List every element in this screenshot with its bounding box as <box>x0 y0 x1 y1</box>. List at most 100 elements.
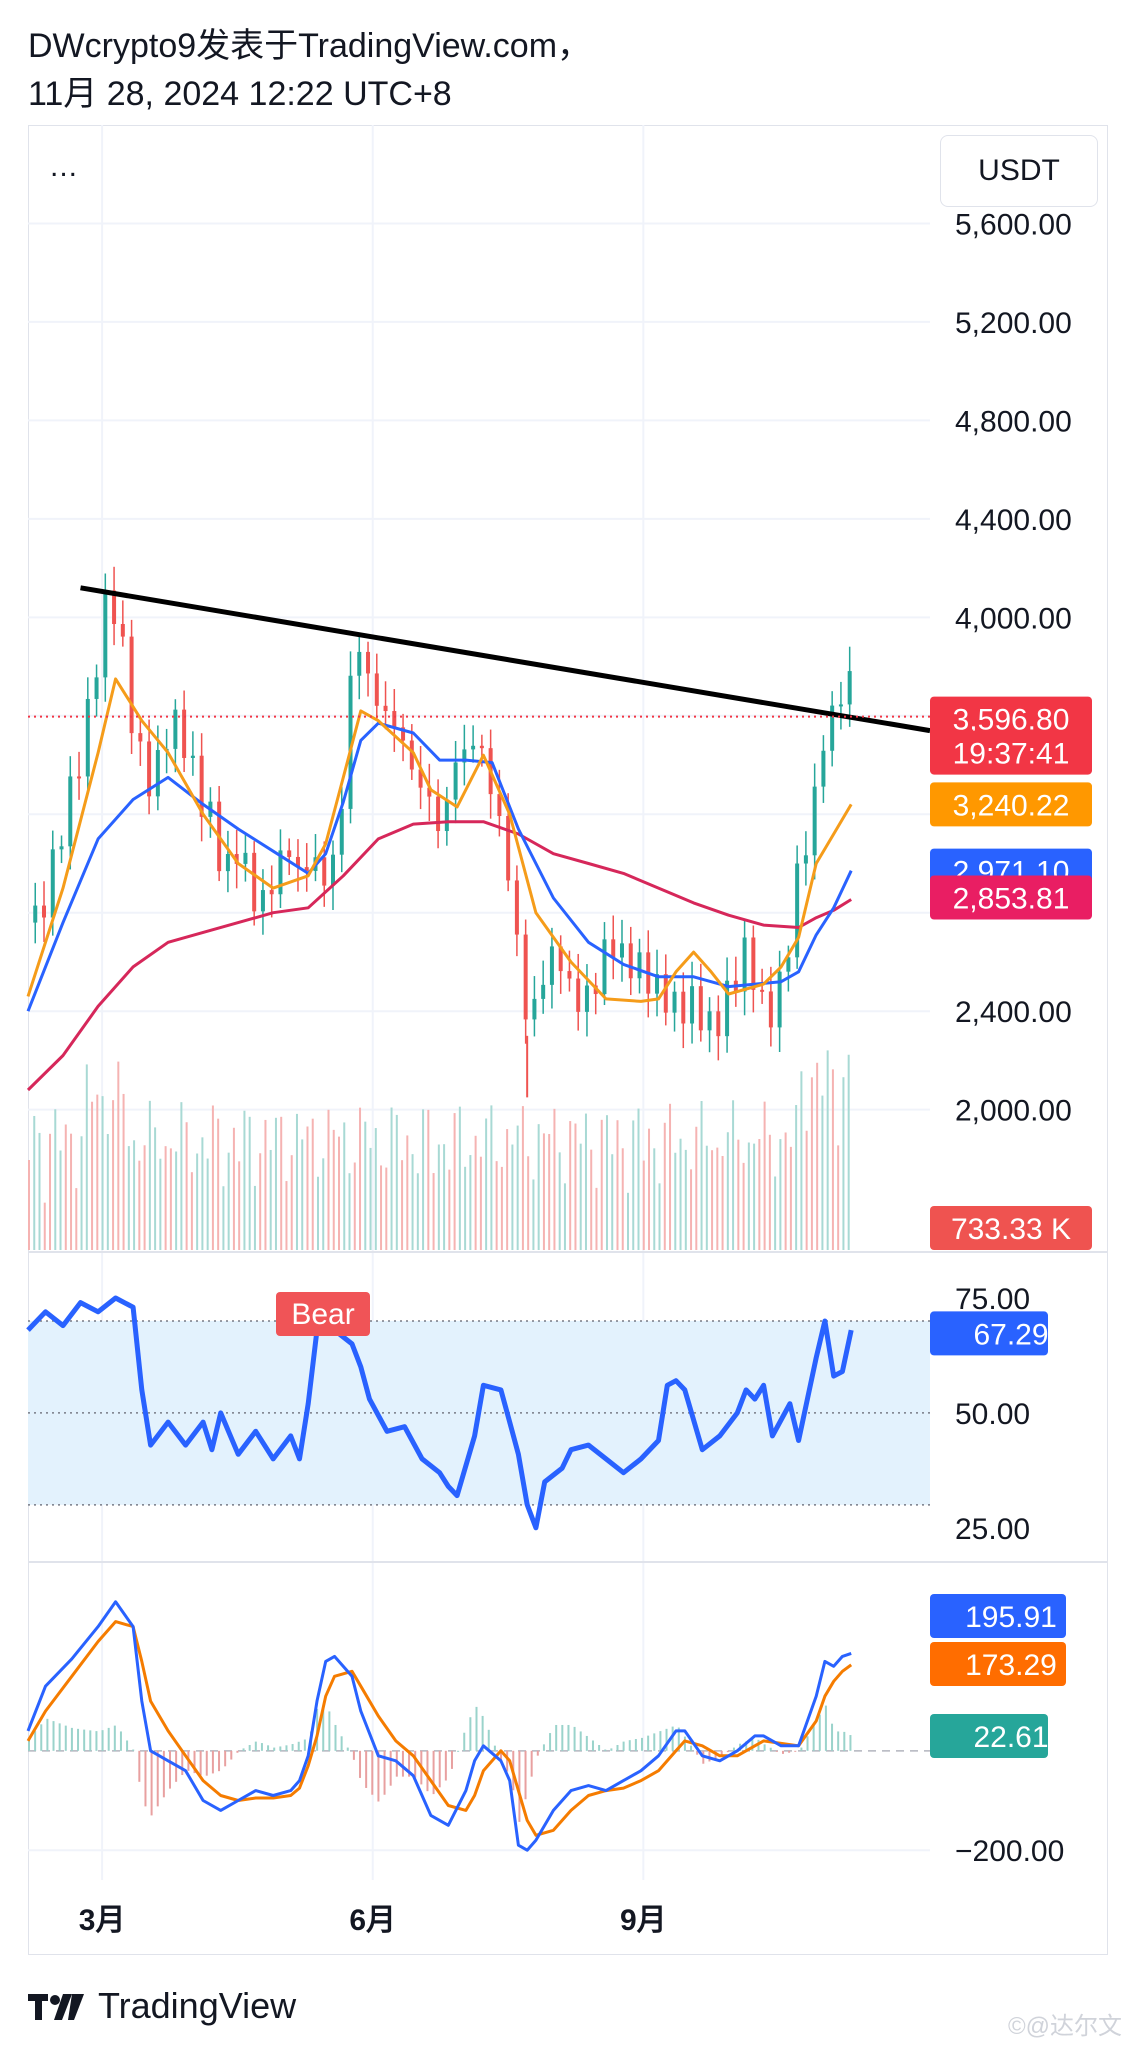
volume-bar <box>80 1136 83 1250</box>
volume-bar <box>196 1153 199 1250</box>
macd-histogram-bar <box>671 1726 674 1751</box>
macd-histogram-bar <box>500 1750 503 1762</box>
macd-histogram-bar <box>800 1747 803 1751</box>
macd-histogram-bar <box>720 1750 723 1757</box>
macd-histogram-bar <box>438 1750 441 1788</box>
volume-bar <box>774 1176 777 1250</box>
macd-histogram-bar <box>273 1747 276 1751</box>
macd-histogram-bar <box>46 1718 49 1751</box>
macd-histogram-bar <box>818 1714 821 1751</box>
volume-bar <box>632 1120 635 1250</box>
macd-histogram-bar <box>383 1750 386 1795</box>
macd-histogram-bar <box>77 1728 80 1751</box>
macd-histogram-bar <box>132 1749 135 1751</box>
volume-bar <box>364 1121 367 1250</box>
volume-bar <box>637 1108 640 1250</box>
macd-histogram-bar <box>524 1750 527 1800</box>
volume-bar <box>390 1107 393 1250</box>
candle-body <box>716 1011 721 1037</box>
macd-histogram-bar <box>291 1744 294 1751</box>
candle-body <box>803 855 808 864</box>
macd-histogram-bar <box>475 1706 478 1751</box>
macd-histogram-bar <box>359 1750 362 1778</box>
volume-bar <box>616 1120 619 1250</box>
volume-bar <box>469 1155 472 1250</box>
candle-body <box>112 590 117 625</box>
volume-bar <box>117 1061 120 1250</box>
macd-histogram-bar <box>242 1748 245 1751</box>
volume-bar <box>175 1151 178 1250</box>
candle-body <box>331 854 336 886</box>
volume-bar <box>690 1169 693 1250</box>
macd-histogram-bar <box>469 1717 472 1751</box>
volume-bar <box>506 1129 509 1250</box>
volume-bar <box>406 1135 409 1250</box>
volume-bar <box>295 1113 298 1250</box>
macd-histogram-bar <box>837 1731 840 1751</box>
macd-histogram-bar <box>408 1750 411 1777</box>
volume-bar <box>810 1077 813 1250</box>
volume-bar <box>369 1147 372 1250</box>
tradingview-logo[interactable]: TradingView <box>28 1985 296 2027</box>
volume-bar <box>180 1102 183 1250</box>
candle-body <box>287 850 292 857</box>
macd-histogram-bar <box>849 1735 852 1751</box>
candle-body <box>690 986 695 1024</box>
volume-bar <box>101 1096 104 1250</box>
rsi-axis-label: 50.00 <box>955 1398 1030 1431</box>
candle-body <box>374 673 379 706</box>
volume-bar <box>227 1152 230 1250</box>
volume-bar <box>542 1133 545 1250</box>
macd-histogram-bar <box>414 1750 417 1778</box>
volume-bar <box>343 1122 346 1250</box>
candle-body <box>786 957 791 972</box>
macd-histogram-bar <box>831 1723 834 1751</box>
volume-bar <box>805 1130 808 1250</box>
macd-histogram-bar <box>726 1750 729 1753</box>
candle-body <box>497 794 502 817</box>
macd-histogram-bar <box>450 1750 453 1769</box>
macd-histogram-bar <box>683 1736 686 1751</box>
volume-bar <box>679 1138 682 1250</box>
price-axis-label: 2,400.00 <box>955 996 1072 1029</box>
macd-histogram-bar <box>745 1741 748 1751</box>
macd-histogram-bar <box>260 1743 263 1751</box>
macd-histogram-bar <box>101 1730 104 1751</box>
candle-body <box>59 846 64 850</box>
candle-body <box>444 799 449 832</box>
macd-histogram-bar <box>843 1731 846 1751</box>
candle-body <box>243 852 248 864</box>
macd-histogram-bar <box>64 1725 67 1751</box>
volume-bar <box>274 1117 277 1250</box>
candle-body <box>777 971 782 1028</box>
volume-bar <box>106 1134 109 1250</box>
volume-bar <box>821 1095 824 1250</box>
macd-histogram-bar <box>585 1735 588 1751</box>
macd-histogram-bar <box>181 1750 184 1776</box>
candle-body <box>479 745 484 749</box>
candle-body <box>576 978 581 1012</box>
volume-bar <box>201 1137 204 1250</box>
candle-body <box>138 733 143 742</box>
watermark: ©@达尔文 <box>1007 2013 1122 2040</box>
volume-bar <box>605 1115 608 1250</box>
macd-histogram-bar <box>395 1750 398 1777</box>
candle-body <box>85 698 90 777</box>
volume-bar <box>385 1167 388 1250</box>
volume-bar <box>432 1173 435 1250</box>
candle-body <box>681 991 686 1024</box>
candle-body <box>821 750 826 787</box>
macd-histogram-bar <box>751 1739 754 1751</box>
currency-selector[interactable]: USDT <box>940 135 1098 207</box>
macd-histogram-bar <box>230 1750 233 1760</box>
candle-body <box>33 905 38 923</box>
volume-bar <box>789 1146 792 1250</box>
candle-body <box>532 998 537 1020</box>
more-menu-button[interactable]: ... <box>50 150 79 183</box>
volume-bar <box>206 1158 209 1250</box>
candle-body <box>698 986 703 1031</box>
macd-histogram-bar <box>303 1739 306 1751</box>
macd-histogram-bar <box>162 1750 165 1798</box>
macd-histogram-bar <box>58 1723 61 1751</box>
